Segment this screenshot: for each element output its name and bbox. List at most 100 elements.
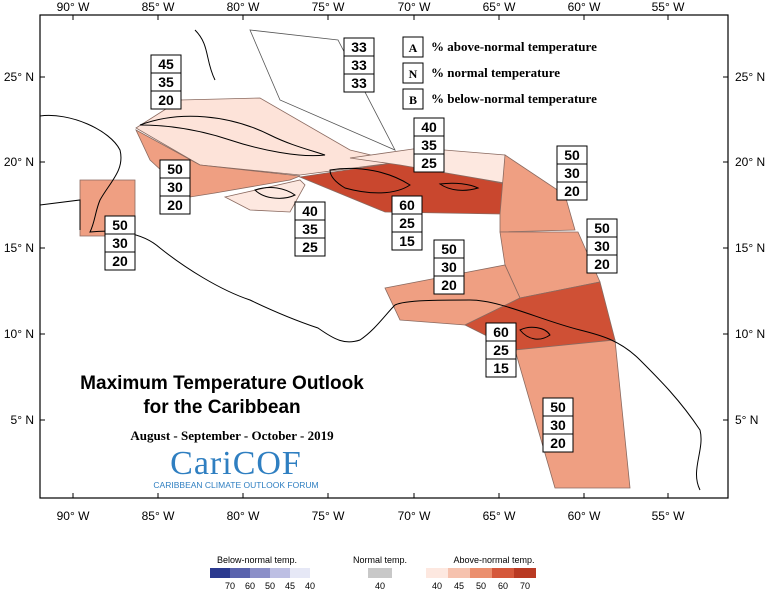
jamaica-outline	[254, 187, 296, 199]
lon-label: 80° W	[227, 509, 260, 523]
puerto-rico-outline	[438, 182, 480, 191]
legend-normal-title: Normal temp.	[353, 555, 407, 565]
below-value: 25	[302, 239, 318, 255]
forecast-box-windwards: 50 30 20	[586, 218, 618, 274]
trinidad-outline	[519, 326, 551, 340]
lon-label: 60° W	[568, 509, 601, 523]
normal-value: 35	[302, 221, 318, 237]
legend-tick: 40	[305, 581, 315, 590]
legend-above-title: Above-normal temp.	[453, 555, 534, 565]
lon-label: 55° W	[652, 0, 685, 14]
lon-label: 75° W	[312, 509, 345, 523]
forecast-box-turks-caicos: 40 35 25	[413, 117, 445, 173]
lat-labels-left: 25° N 20° N 15° N 10° N 5° N	[4, 70, 34, 427]
legend-swatch	[210, 568, 230, 578]
below-value: 25	[421, 155, 437, 171]
lat-label: 5° N	[735, 413, 758, 427]
lat-label: 20° N	[735, 155, 765, 169]
normal-value: 30	[564, 165, 580, 181]
lat-label: 5° N	[11, 413, 34, 427]
map-period: August - September - October - 2019	[130, 428, 334, 443]
normal-value: 25	[399, 215, 415, 231]
land-outlines	[39, 29, 702, 491]
normal-value: 35	[421, 137, 437, 153]
lon-label: 90° W	[57, 0, 90, 14]
key-letter: B	[409, 93, 417, 107]
above-value: 50	[441, 241, 457, 257]
legend-swatch	[514, 568, 536, 578]
lon-label: 70° W	[398, 509, 431, 523]
lat-labels-right: 25° N 20° N 15° N 10° N 5° N	[735, 70, 765, 427]
map-frame	[39, 14, 729, 499]
below-value: 20	[441, 277, 457, 293]
normal-value: 30	[550, 417, 566, 433]
forecast-box-cayman: 50 30 20	[159, 159, 191, 215]
above-value: 33	[351, 39, 367, 55]
central-america-coast	[39, 114, 471, 343]
key-letter-box	[402, 88, 424, 110]
key-letter-box	[402, 62, 424, 84]
below-value: 15	[493, 360, 509, 376]
forecast-box-jamaica: 40 35 25	[294, 201, 326, 257]
legend-swatch	[492, 568, 514, 578]
key-letter-box	[402, 36, 424, 58]
zone-bahamas	[249, 29, 396, 151]
above-value: 60	[493, 324, 509, 340]
forecast-box-leewards: 50 30 20	[556, 145, 588, 201]
lon-labels-top: 90° W 85° W 80° W 75° W 70° W 65° W 60° …	[57, 0, 685, 14]
forecast-box-cuba: 45 35 20	[150, 54, 182, 110]
map-title-line1: Maximum Temperature Outlook	[80, 373, 364, 394]
below-value: 20	[158, 92, 174, 108]
above-value: 50	[112, 217, 128, 233]
logo-subtitle: CARIBBEAN CLIMATE OUTLOOK FORUM	[153, 480, 318, 490]
lon-label: 70° W	[398, 0, 431, 14]
forecast-boxes: 33 33 33 45 35 20 50 30 20 50 30 20 40 3…	[104, 37, 618, 453]
legend-tick: 70	[225, 581, 235, 590]
lat-label: 15° N	[735, 241, 765, 255]
lon-label: 85° W	[142, 509, 175, 523]
key-letter: N	[409, 67, 418, 81]
lat-label: 25° N	[735, 70, 765, 84]
hispaniola-outline	[329, 167, 411, 194]
normal-value: 30	[441, 259, 457, 275]
forecast-box-belize: 50 30 20	[104, 215, 136, 271]
legend-tick: 70	[520, 581, 530, 590]
lat-label: 10° N	[4, 327, 34, 341]
legend-swatch	[250, 568, 270, 578]
legend-swatch	[270, 568, 290, 578]
florida-coast	[194, 29, 216, 81]
above-value: 50	[550, 399, 566, 415]
legend-tick: 40	[375, 581, 385, 590]
legend-tick: 60	[498, 581, 508, 590]
below-value: 15	[399, 233, 415, 249]
below-value: 20	[550, 435, 566, 451]
key-text: % normal temperature	[431, 65, 560, 80]
forecast-box-guianas: 50 30 20	[542, 397, 574, 453]
lon-label: 75° W	[312, 0, 345, 14]
above-value: 50	[167, 161, 183, 177]
normal-value: 30	[594, 238, 610, 254]
legend-tick: 50	[476, 581, 486, 590]
lat-label: 25° N	[4, 70, 34, 84]
lon-label: 90° W	[57, 509, 90, 523]
legend-tick: 45	[285, 581, 295, 590]
key-text: % below-normal temperature	[431, 91, 597, 106]
key-letter: A	[409, 41, 418, 55]
normal-value: 30	[112, 235, 128, 251]
legend-below-title: Below-normal temp.	[217, 555, 297, 565]
above-value: 40	[302, 203, 318, 219]
below-value: 20	[564, 183, 580, 199]
normal-value: 35	[158, 74, 174, 90]
legend-swatch	[230, 568, 250, 578]
lon-labels-bottom: 90° W 85° W 80° W 75° W 70° W 65° W 60° …	[57, 509, 685, 523]
lon-label: 80° W	[227, 0, 260, 14]
logo-text: CariCOF	[170, 445, 302, 482]
forecast-box-hispaniola-pr: 60 25 15	[391, 195, 423, 251]
above-value: 40	[421, 119, 437, 135]
normal-value: 25	[493, 342, 509, 358]
legend-tick: 40	[432, 581, 442, 590]
caricof-logo: CariCOF CARIBBEAN CLIMATE OUTLOOK FORUM	[153, 445, 318, 490]
cuba-outline	[139, 115, 326, 157]
lat-label: 10° N	[735, 327, 765, 341]
